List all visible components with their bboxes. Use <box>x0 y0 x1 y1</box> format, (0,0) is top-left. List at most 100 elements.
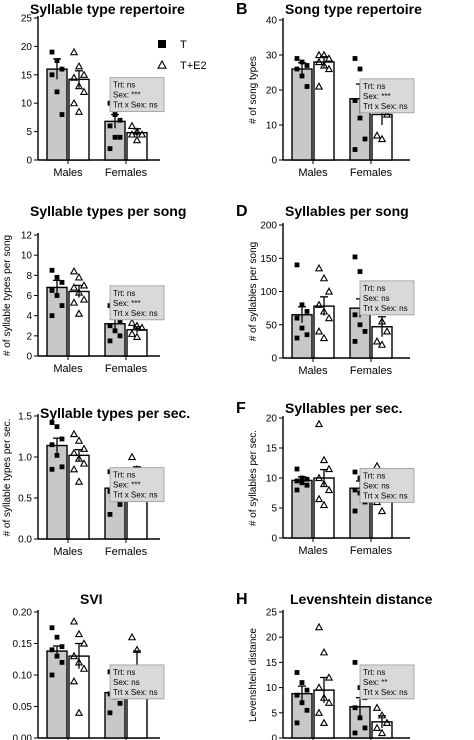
data-point <box>362 725 368 731</box>
data-point <box>112 112 118 117</box>
stats-text: Sex: *** <box>363 92 391 101</box>
data-point <box>49 466 55 472</box>
data-point <box>79 664 89 672</box>
y-tick-label: 5 <box>271 504 277 515</box>
y-tick-label: 1.0 <box>18 453 32 464</box>
data-point <box>54 89 60 95</box>
data-point <box>107 512 113 517</box>
data-point <box>319 273 329 282</box>
data-point <box>314 300 324 308</box>
data-point <box>69 283 79 291</box>
y-axis-label: # of syllable types per sec. <box>2 419 13 537</box>
data-point <box>137 323 147 331</box>
legend-label: T+E2 <box>180 60 207 72</box>
data-point <box>304 687 310 693</box>
y-tick-label: 20 <box>21 42 33 53</box>
data-point <box>304 84 310 89</box>
data-point <box>49 313 55 319</box>
data-point <box>299 480 305 486</box>
x-tick-label: Females <box>105 167 148 179</box>
y-axis-label: # of song types <box>248 56 259 124</box>
y-tick-label: 200 <box>260 221 277 232</box>
data-point <box>314 327 324 335</box>
stats-text: Sex: ns <box>363 294 390 303</box>
panel-letter: B <box>236 1 248 18</box>
y-tick-label: 25 <box>266 608 278 619</box>
stats-text: Trt: ns <box>363 471 385 480</box>
data-point <box>319 693 329 701</box>
y-tick-label: 0 <box>271 354 277 365</box>
data-point <box>377 340 387 348</box>
data-point <box>319 479 329 488</box>
data-point <box>79 87 89 95</box>
y-tick-label: 20 <box>266 633 278 644</box>
data-point <box>74 477 84 485</box>
data-point <box>49 420 55 425</box>
data-point <box>79 281 89 289</box>
chart-title: SVI <box>80 591 103 607</box>
data-point <box>74 708 84 716</box>
data-point <box>49 288 55 293</box>
y-axis-label: # of syllable types per song <box>2 235 13 356</box>
stats-text: Sex: ** <box>363 678 387 687</box>
data-point <box>117 117 123 123</box>
stats-text: Trt: ns <box>113 81 135 90</box>
y-tick-label: 15 <box>21 70 33 81</box>
x-tick-label: Males <box>298 545 328 557</box>
chart-title: Syllable type repertoire <box>30 1 185 17</box>
chart-panel-4: Syllables per song D 0 50 100 150 200# of syll… <box>236 203 415 377</box>
x-tick-label: Males <box>298 365 328 377</box>
data-point <box>79 639 89 647</box>
data-point <box>107 323 113 329</box>
data-point <box>299 325 305 331</box>
data-point <box>127 318 137 326</box>
panel-letter: F <box>236 400 246 417</box>
chart-title: Syllable types per song <box>30 203 186 219</box>
data-point <box>294 466 300 472</box>
y-tick-label: 1.5 <box>18 412 32 423</box>
data-point <box>127 452 137 461</box>
data-point <box>294 487 300 493</box>
data-point <box>107 710 113 716</box>
stats-text: Trt: ns <box>363 668 385 677</box>
y-axis-label: # of syllables per song <box>248 242 259 342</box>
data-point <box>107 338 113 344</box>
data-point <box>324 698 334 706</box>
data-point <box>352 730 358 736</box>
panel-letter: H <box>236 591 248 608</box>
data-point <box>319 307 329 315</box>
bar-t-e2 <box>313 61 335 161</box>
data-point <box>304 309 310 314</box>
data-point <box>132 127 142 135</box>
data-point <box>319 455 329 464</box>
data-point <box>74 61 84 70</box>
data-point <box>54 274 60 280</box>
data-point <box>357 269 363 274</box>
stats-box <box>109 285 165 321</box>
x-tick-label: Males <box>53 546 83 558</box>
y-tick-label: 30 <box>266 51 278 62</box>
data-point <box>319 500 329 509</box>
data-point <box>319 647 329 656</box>
x-tick-label: Males <box>53 363 83 375</box>
data-point <box>314 708 324 716</box>
legend-label: T <box>180 39 187 51</box>
data-point <box>314 263 324 272</box>
stats-text: Trt x Sex: ns <box>363 688 408 697</box>
data-point <box>377 317 387 325</box>
data-point <box>299 475 305 481</box>
data-point <box>132 321 142 329</box>
y-tick-label: 150 <box>260 254 277 265</box>
y-tick-label: 0.05 <box>13 702 33 713</box>
data-point <box>304 63 310 68</box>
data-point <box>74 81 84 90</box>
data-point <box>54 452 60 458</box>
chart-title: Levenshtein distance <box>290 591 433 607</box>
data-point <box>112 134 118 140</box>
data-point <box>372 723 382 732</box>
data-point <box>69 617 79 625</box>
y-tick-label: 0.20 <box>13 608 33 619</box>
legend-marker-triangle <box>157 59 167 69</box>
data-point <box>352 705 358 711</box>
data-point <box>382 327 392 335</box>
